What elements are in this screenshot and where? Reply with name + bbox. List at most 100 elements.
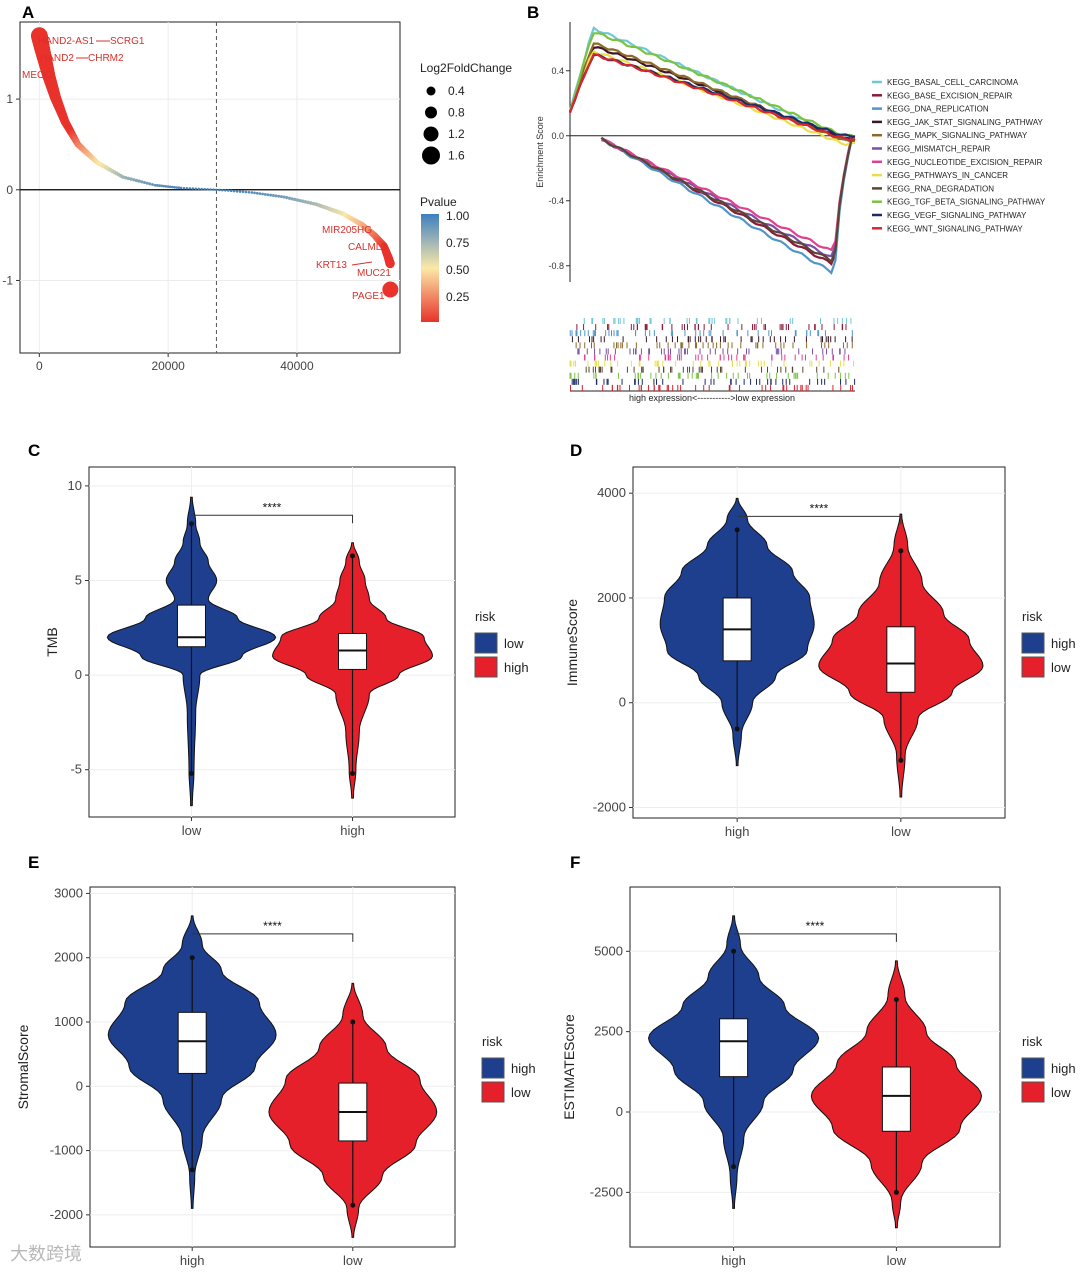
panel-a-point [385, 258, 395, 269]
panel-a-point [206, 188, 209, 191]
panel-f-ytick-label: 2500 [594, 1024, 623, 1039]
panel-b-legend-label: KEGG_TGF_BETA_SIGNALING_PATHWAY [887, 198, 1046, 207]
panel-a-label-line [351, 261, 373, 266]
panel-d-legend-label: low [1051, 660, 1071, 675]
panel-c-xtick-label: high [340, 823, 365, 838]
panel-d-ytick-label: -2000 [593, 800, 626, 815]
panel-b-ylabel: Enrichment Score [535, 116, 545, 188]
panel-d-legend-key [1021, 632, 1045, 654]
panel-e-legend-key [481, 1081, 505, 1103]
panel-f-outlier [893, 1189, 899, 1195]
panel-c-legend-key [474, 632, 498, 654]
panel-b-ytick-label: -0.8 [548, 261, 564, 271]
panel-a-color-label: 0.50 [446, 263, 470, 277]
panel-a-point [203, 187, 206, 191]
panel-b-ytick-label: -0.4 [548, 196, 564, 206]
panel-b-series-line [600, 136, 854, 264]
panel-a-point [197, 187, 200, 191]
panel-d-ylabel: ImmuneScore [564, 599, 580, 686]
watermark-text: 大数跨境 [10, 1244, 82, 1265]
panel-a-gene-label: MEOC [22, 70, 52, 81]
panel-a-size-label: 1.6 [448, 149, 465, 163]
panel-c-legend-key [474, 656, 498, 678]
panel-a-point [212, 188, 215, 191]
panel-a-gene-label: MUC21 [357, 268, 391, 279]
panel-a-xtick-label: 0 [36, 359, 43, 373]
panel-a-point [295, 198, 300, 202]
panel-f-legend-label: low [1051, 1085, 1071, 1100]
panel-a-xtick-label: 20000 [151, 359, 185, 373]
panel-letter-d: D [570, 441, 582, 460]
panel-a: HAND2-AS1 SCRG1 HAND2 CHRM2 MEOC MIR205HG CALM… [2, 21, 512, 373]
panel-e-xtick-label: low [343, 1253, 363, 1268]
panel-f-legend-key [1021, 1057, 1045, 1079]
panel-e-xtick-label: high [180, 1253, 205, 1268]
panel-b-legend-label: KEGG_MISMATCH_REPAIR [887, 145, 991, 154]
panel-e-ytick-label: -1000 [50, 1143, 83, 1158]
panel-d-box [886, 626, 916, 693]
panel-a-point [156, 184, 159, 187]
panel-a-gene-label: SCRG1 [110, 36, 145, 47]
panel-a-point [171, 185, 174, 189]
panel-c-sig-label: **** [263, 500, 282, 514]
panel-f-ylabel: ESTIMATEScore [561, 1014, 577, 1120]
panel-letter-b: B [527, 3, 539, 22]
panel-c-legend-label: low [504, 636, 524, 651]
panel-a-point [250, 191, 254, 194]
panel-f-legend-title: risk [1022, 1034, 1043, 1049]
panel-a-point [148, 182, 152, 186]
panel-e-sig-label: **** [263, 919, 282, 933]
panel-b-legend-label: KEGG_VEGF_SIGNALING_PATHWAY [887, 211, 1027, 220]
panel-a-size-label: 0.8 [448, 106, 465, 120]
panel-e-ytick-label: 1000 [54, 1014, 83, 1029]
panel-c-outlier [350, 770, 356, 776]
panel-a-colorbar [421, 214, 439, 322]
panel-d-legend-label: high [1051, 636, 1076, 651]
panel-a-xtick-label: 40000 [280, 359, 314, 373]
panel-e-legend-label: low [511, 1085, 531, 1100]
panel-c-outlier [350, 553, 356, 559]
panel-b-series-line [600, 136, 854, 266]
panel-a-point [247, 190, 251, 194]
panel-a-point [129, 177, 133, 181]
panel-b-footer-label: high expression<----------->low expressi… [629, 393, 795, 403]
panel-a-frame [19, 21, 401, 354]
panel-b-legend-label: KEGG_BASAL_CELL_CARCINOMA [887, 78, 1019, 87]
panel-b-ytick-label: 0.0 [551, 131, 564, 141]
panel-e: high low **** -2000 -1000 0 1000 2000 3000 Stroma… [15, 885, 536, 1268]
panel-a-point [140, 180, 144, 184]
panel-a-point [244, 190, 248, 194]
panel-f-sig-label: **** [806, 919, 825, 933]
panel-e-outlier [350, 1019, 356, 1025]
panel-a-point [209, 188, 212, 191]
panel-letter-e: E [28, 853, 39, 872]
panel-a-point [185, 186, 189, 190]
panel-a-gene-label: HAND2-AS1 [38, 36, 95, 47]
panel-c-outlier [188, 770, 194, 776]
panel-f-xtick-label: low [887, 1253, 907, 1268]
panel-e-box [177, 1011, 207, 1074]
panel-e-legend-label: high [511, 1061, 536, 1076]
panel-a-point [175, 186, 179, 189]
panel-a-point [142, 180, 147, 185]
panel-c-ylabel: TMB [44, 627, 60, 657]
panel-a-point [287, 196, 292, 200]
panel-b-legend-label: KEGG_RNA_DEGRADATION [887, 184, 994, 193]
panel-f-ytick-label: 0 [616, 1104, 623, 1119]
panel-e-ytick-label: -2000 [50, 1207, 83, 1222]
panel-b: 0.4 0.0 -0.4 -0.8 Enrichment Score KEGG_BASAL… [535, 22, 1046, 403]
panel-a-point [266, 193, 270, 197]
panel-d-outlier [734, 726, 740, 732]
panel-a-point [258, 192, 262, 195]
panel-e-outlier [350, 1202, 356, 1208]
panel-a-size-label: 0.4 [448, 84, 465, 98]
panel-f-sig-bracket [733, 933, 897, 942]
panel-a-gene-label: KRT13 [316, 260, 347, 271]
panel-a-point [218, 188, 221, 192]
panel-c-ytick-label: 10 [68, 478, 82, 493]
panel-a-point [227, 189, 230, 192]
panel-a-point-page1 [382, 281, 399, 298]
panel-a-gene-label: CALML3 [348, 242, 387, 253]
panel-b-series-line [568, 49, 856, 147]
panel-a-point [162, 184, 166, 188]
